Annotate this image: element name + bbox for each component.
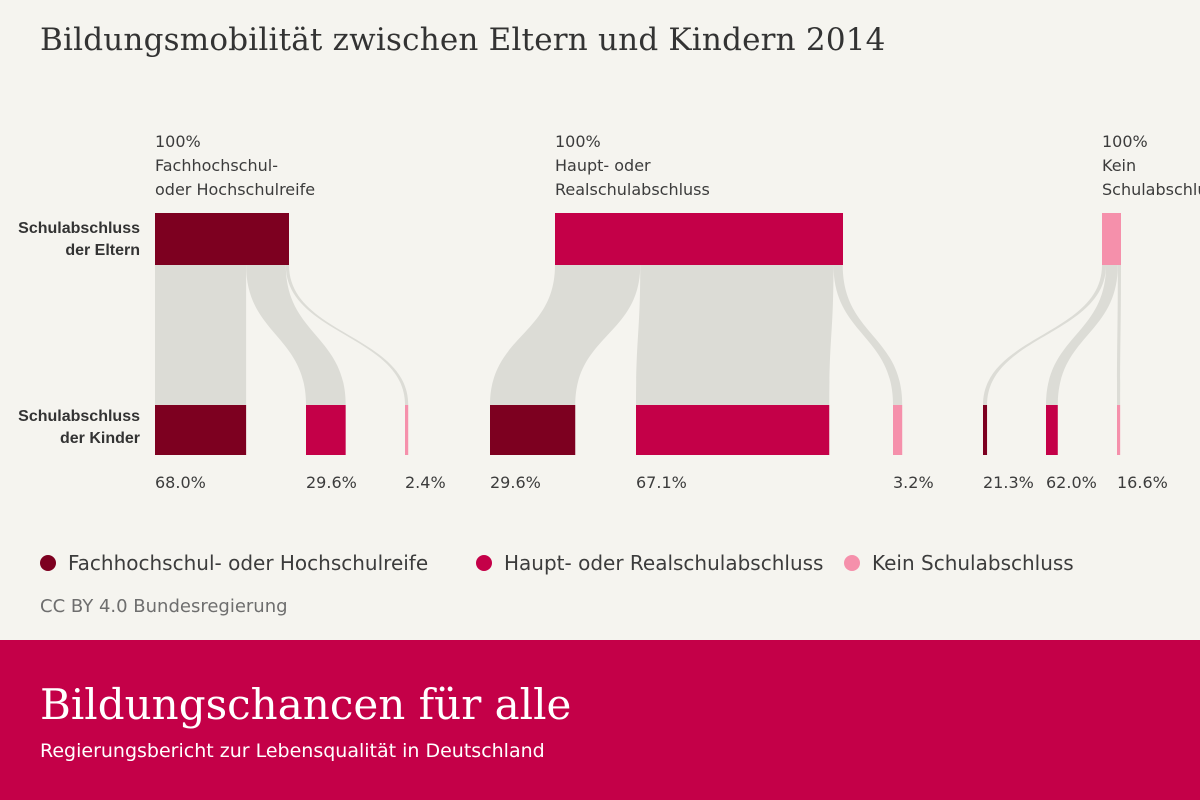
flow-3-3	[1117, 265, 1121, 405]
flow-1-3	[285, 265, 409, 405]
flow-2-2	[636, 265, 834, 405]
legend-item-hochschulreife: Fachhochschul- oder Hochschulreife	[40, 548, 428, 578]
legend-swatch-hochschulreife	[40, 555, 56, 571]
footer-subtitle: Regierungsbericht zur Lebensqualität in …	[40, 740, 545, 762]
source-credit: CC BY 4.0 Bundesregierung	[40, 596, 288, 617]
legend-swatch-realschulabschluss	[476, 555, 492, 571]
child-value-label-2-2: 67.1%	[636, 473, 687, 492]
parent-label-line: 100%	[555, 132, 601, 151]
parent-label-3: 100% Kein Schulabschluss	[1102, 132, 1200, 199]
child-value-label-3-2: 62.0%	[1046, 473, 1097, 492]
child-value-label-2-3: 3.2%	[893, 473, 934, 492]
parent-label-2: 100% Haupt- oder Realschulabschluss	[555, 132, 710, 199]
child-node-1-2	[306, 405, 346, 455]
row-label-parents-line-2: der Eltern	[65, 242, 140, 259]
flow-3-2	[1046, 265, 1118, 405]
parent-label-line: 100%	[1102, 132, 1148, 151]
child-node-3-1	[983, 405, 988, 455]
parent-node-3	[1102, 213, 1121, 265]
row-label-children-line-1: Schulabschluss	[18, 408, 140, 425]
legend-label-realschulabschluss: Haupt- oder Realschulabschluss	[504, 551, 824, 575]
parent-node-1	[155, 213, 289, 265]
chart-title: Bildungsmobilität zwischen Eltern und Ki…	[40, 22, 886, 58]
legend-label-kein-abschluss: Kein Schulabschluss	[872, 551, 1074, 575]
child-node-2-3	[893, 405, 903, 455]
legend-item-kein-abschluss: Kein Schulabschluss	[844, 548, 1074, 578]
parent-label-line: Haupt- oder	[555, 156, 651, 175]
child-value-label-3-3: 16.6%	[1117, 473, 1168, 492]
row-label-children: Schulabschluss der Kinder	[0, 406, 140, 450]
child-value-label-3-1: 21.3%	[983, 473, 1034, 492]
child-value-label-1-2: 29.6%	[306, 473, 357, 492]
footer-banner: Bildungschancen für alle Regierungsberic…	[0, 640, 1200, 800]
flow-2-1	[490, 265, 641, 405]
parent-label-line: oder Hochschulreife	[155, 180, 315, 199]
row-label-parents-line-1: Schulabschluss	[18, 220, 140, 237]
flow-1-1	[155, 265, 247, 405]
child-node-1-3	[405, 405, 409, 455]
legend-swatch-kein-abschluss	[844, 555, 860, 571]
flow-1-2	[246, 265, 346, 405]
legend-label-hochschulreife: Fachhochschul- oder Hochschulreife	[68, 551, 429, 575]
parent-label-line: 100%	[155, 132, 201, 151]
row-label-children-line-2: der Kinder	[59, 430, 140, 447]
legend-item-realschulabschluss: Haupt- oder Realschulabschluss	[476, 548, 823, 578]
footer-title: Bildungschancen für alle	[40, 680, 572, 729]
flows	[155, 265, 1121, 405]
parent-label-line: Realschulabschluss	[555, 180, 710, 199]
child-node-1-1	[155, 405, 247, 455]
child-value-label-1-3: 2.4%	[405, 473, 446, 492]
parent-label-line: Schulabschluss	[1102, 180, 1200, 199]
child-node-2-1	[490, 405, 576, 455]
parent-node-2	[555, 213, 843, 265]
nodes	[155, 213, 1121, 455]
flow-2-3	[833, 265, 903, 405]
parent-label-line: Kein	[1102, 156, 1136, 175]
sankey-chart: 100% Fachhochschul-oder Hochschulreife 68.…	[155, 132, 1200, 492]
child-value-label-1-1: 68.0%	[155, 473, 206, 492]
child-node-3-2	[1046, 405, 1058, 455]
parent-label-1: 100% Fachhochschul-oder Hochschulreife	[155, 132, 315, 199]
row-label-parents: Schulabschluss der Eltern	[0, 218, 140, 262]
child-node-2-2	[636, 405, 830, 455]
child-node-3-3	[1117, 405, 1121, 455]
parent-label-line: Fachhochschul-	[155, 156, 278, 175]
child-value-label-2-1: 29.6%	[490, 473, 541, 492]
labels: 100% Fachhochschul-oder Hochschulreife 68.…	[155, 132, 1200, 492]
flow-3-1	[983, 265, 1107, 405]
